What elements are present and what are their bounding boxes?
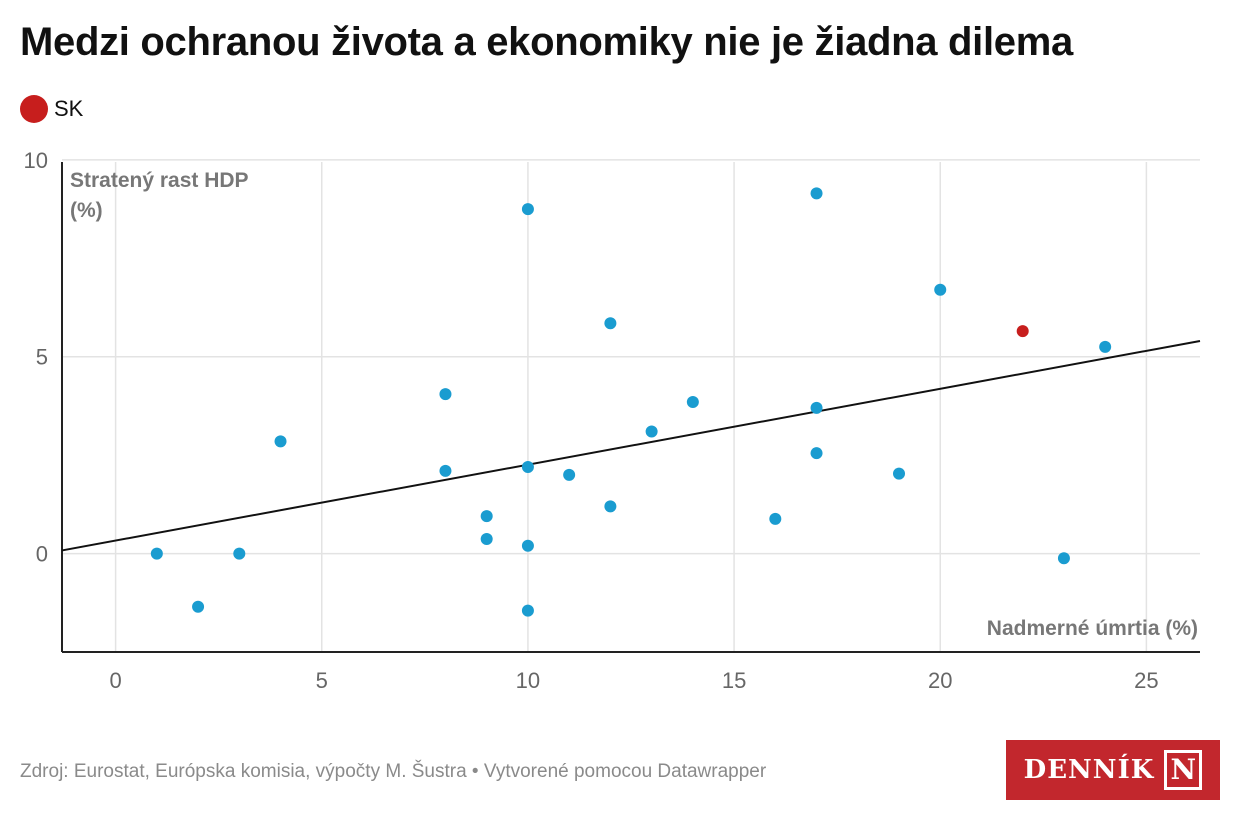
dennik-n-logo[interactable]: DENNÍK N [1006,740,1220,800]
legend-swatch-sk [20,95,48,123]
logo-n-letter: N [1170,753,1197,786]
y-tick-label-0: 0 [36,542,48,567]
data-point-sk [1016,325,1029,338]
data-point-15 [645,425,658,438]
data-point-10 [521,539,534,552]
data-points [150,187,1112,617]
legend-label-sk: SK [54,96,84,121]
data-point-12 [563,468,576,481]
x-tick-label-15: 15 [722,668,746,693]
x-tick-labels: 0 5 10 15 20 25 [109,668,1158,693]
data-point-9 [521,460,534,473]
data-point-3 [274,435,287,448]
y-axis-label-unit: (%) [70,199,103,222]
data-point-20 [810,447,823,460]
data-point-17 [769,512,782,525]
data-point-14 [604,500,617,513]
x-tick-label-5: 5 [316,668,328,693]
data-point-1 [192,600,205,613]
data-point-16 [686,396,699,408]
y-axis-label: Stratený rast HDP [70,169,249,192]
trend-line [61,339,1201,552]
x-axis-label: Nadmerné úmrtia (%) [987,617,1198,640]
source-note: Zdroj: Eurostat, Európska komisia, výpoč… [20,761,767,782]
data-point-2 [233,547,246,560]
grid-vertical [114,162,1148,652]
data-point-21 [893,467,906,480]
y-tick-labels: 0 5 10 [24,148,48,567]
data-point-19 [810,401,823,414]
data-point-7 [480,533,493,546]
scatter-chart: 0 5 10 15 20 25 0 5 10 Stratený rast HDP (%) Na… [24,148,1201,693]
data-point-11 [521,604,534,617]
grid-horizontal [62,159,1200,555]
data-point-4 [439,388,452,401]
y-tick-label-5: 5 [36,345,48,370]
x-tick-label-25: 25 [1134,668,1158,693]
data-point-13 [604,317,617,330]
data-point-25 [1099,340,1112,353]
x-tick-label-0: 0 [109,668,121,693]
data-point-8 [521,203,534,216]
legend: SK [20,95,83,123]
logo-n-mark: N [1164,750,1203,790]
data-point-0 [150,547,163,560]
chart-title: Medzi ochranou života a ekonomiky nie je… [20,20,1073,64]
logo-wordmark: DENNÍK [1023,755,1155,785]
y-tick-label-10: 10 [24,148,48,173]
data-point-18 [810,187,823,200]
data-point-6 [480,510,493,523]
x-tick-label-10: 10 [516,668,540,693]
data-point-22 [934,283,947,296]
x-tick-label-20: 20 [928,668,952,693]
data-point-24 [1057,552,1070,565]
data-point-5 [439,464,452,477]
